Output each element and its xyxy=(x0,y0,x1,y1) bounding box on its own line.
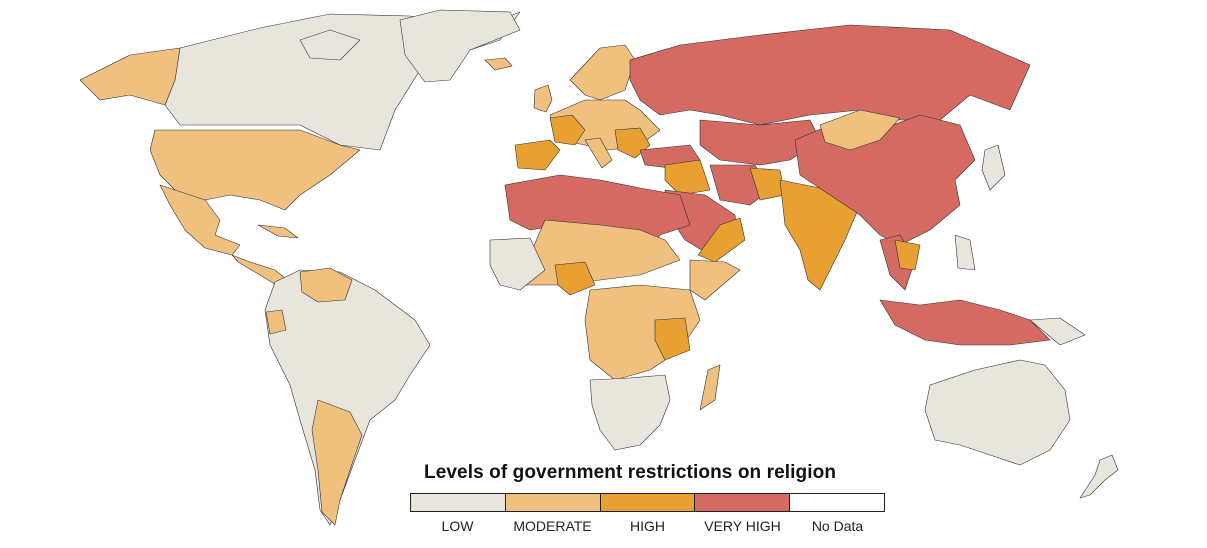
legend-label-no-data: No Data xyxy=(811,518,864,534)
legend-color-bar xyxy=(410,493,885,512)
legend-swatch-very-high xyxy=(695,494,791,511)
region-new-guinea xyxy=(1029,317,1086,346)
region-south-america xyxy=(264,269,431,526)
legend-swatch-low xyxy=(411,494,506,511)
region-russia xyxy=(629,24,1031,126)
region-argentina xyxy=(311,399,363,526)
region-indochina xyxy=(894,239,921,271)
region-madagascar xyxy=(699,364,721,411)
legend-label-very-high: VERY HIGH xyxy=(704,518,781,534)
legend-swatch-moderate xyxy=(505,494,601,511)
legend-label-low: LOW xyxy=(441,518,474,534)
region-japan-korea xyxy=(981,144,1006,191)
region-australia xyxy=(924,359,1071,466)
region-east-africa xyxy=(654,317,691,361)
region-new-zealand xyxy=(1079,454,1119,499)
region-middle-east-north xyxy=(664,159,711,196)
legend-labels: LOW MODERATE HIGH VERY HIGH No Data xyxy=(410,518,885,534)
legend-swatch-no-data xyxy=(790,494,884,511)
legend-swatch-high xyxy=(600,494,696,511)
region-horn xyxy=(689,259,741,301)
region-iceland xyxy=(484,57,513,71)
legend-label-moderate: MODERATE xyxy=(513,518,592,534)
region-iberia xyxy=(514,139,561,171)
legend-title: Levels of government restrictions on rel… xyxy=(424,462,837,483)
region-indonesia xyxy=(879,299,1051,346)
region-mongolia xyxy=(819,109,901,151)
legend-label-high: HIGH xyxy=(630,518,665,534)
region-usa xyxy=(149,129,361,211)
region-scandinavia xyxy=(569,44,636,101)
legend: Levels of government restrictions on rel… xyxy=(410,462,885,534)
region-mexico xyxy=(159,184,241,256)
region-southern-africa xyxy=(589,374,671,451)
region-venezuela-guiana xyxy=(299,267,353,303)
region-italy xyxy=(584,137,613,169)
region-ecuador xyxy=(265,309,287,335)
region-oman-yemen xyxy=(697,217,746,263)
region-france xyxy=(549,114,586,146)
region-uk xyxy=(533,84,553,113)
region-philippines xyxy=(954,234,976,271)
region-greenland xyxy=(399,9,521,83)
region-nigeria xyxy=(554,261,596,296)
region-cuba xyxy=(257,224,299,239)
region-arctic-islands xyxy=(299,29,361,61)
region-central-asia xyxy=(699,119,821,166)
region-alaska xyxy=(79,47,181,106)
region-west-africa xyxy=(489,237,546,291)
